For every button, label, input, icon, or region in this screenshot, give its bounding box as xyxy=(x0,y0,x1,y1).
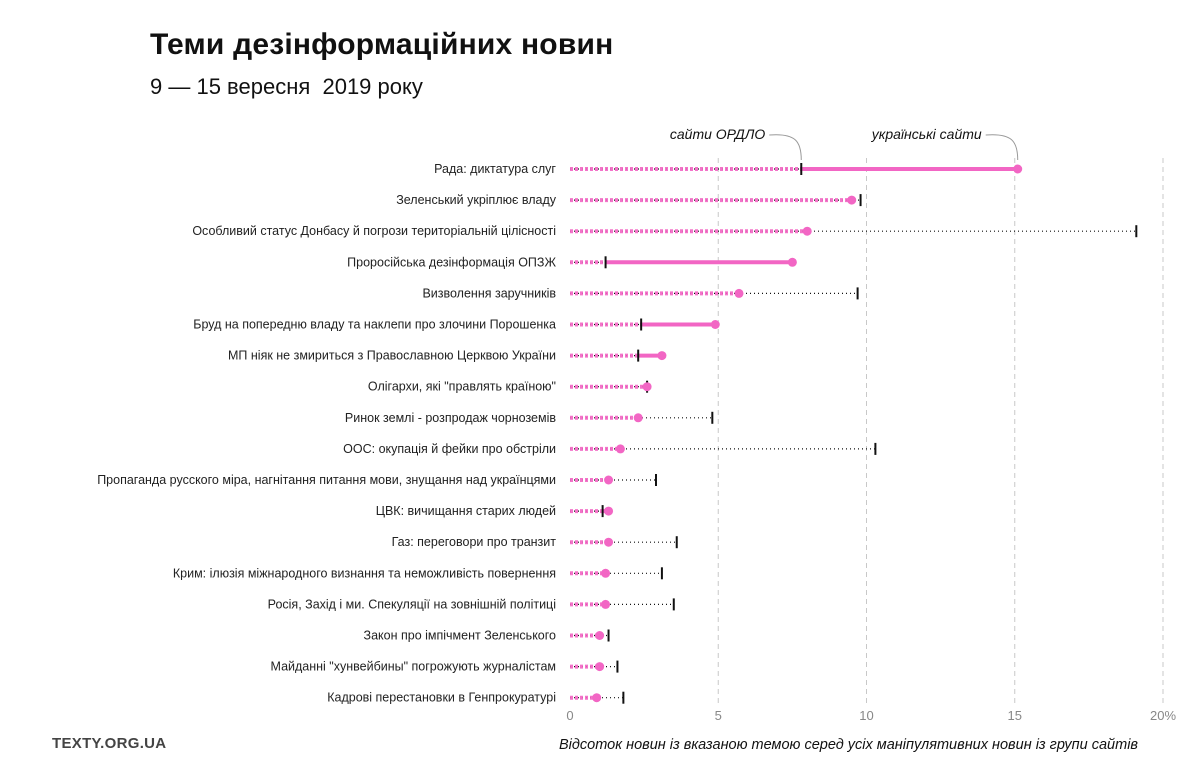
x-axis-ticks: 0 5 10 15 20% xyxy=(566,708,1176,723)
annotations: сайти ОРДЛО українські сайти xyxy=(670,126,1019,161)
ukrainian-marker xyxy=(604,506,614,516)
category-label: Газ: переговори про транзит xyxy=(392,535,557,549)
series-annotation: сайти ОРДЛО xyxy=(670,126,765,142)
category-label: Майданні "хунвейбины" погрожують журналі… xyxy=(271,660,556,674)
category-label: ООС: окупація й фейки про обстріли xyxy=(343,442,556,456)
category-label: Бруд на попередню владу та наклепи про з… xyxy=(193,318,556,332)
x-axis-footnote: Відсоток новин із вказаною темою серед у… xyxy=(559,737,1138,753)
category-label: Олігархи, які "правлять країною" xyxy=(368,380,556,394)
x-tick-label: 0 xyxy=(566,708,573,723)
chart-row: Зеленський укріплює владу xyxy=(396,193,862,207)
chart-row: Майданні "хунвейбины" погрожують журналі… xyxy=(271,660,619,674)
ukrainian-marker xyxy=(604,475,614,485)
grid-layer xyxy=(717,158,1164,704)
chart-row: Рада: диктатура слуг xyxy=(434,162,1023,176)
annotation-leader xyxy=(769,134,802,161)
ukrainian-marker xyxy=(734,288,744,298)
chart-row: ООС: окупація й фейки про обстріли xyxy=(343,442,877,456)
ukrainian-marker xyxy=(787,257,797,267)
x-tick-label: 20% xyxy=(1150,708,1176,723)
rows-layer: Рада: диктатура слуг Зеленський укріплює … xyxy=(97,162,1138,705)
category-label: Закон про імпічмент Зеленського xyxy=(364,629,557,643)
ukrainian-marker xyxy=(592,693,602,703)
x-tick-label: 10 xyxy=(859,708,873,723)
chart-row: Бруд на попередню владу та наклепи про з… xyxy=(193,318,720,332)
category-label: Кадрові перестановки в Генпрокуратурі xyxy=(327,691,556,705)
chart-row: Закон про імпічмент Зеленського xyxy=(364,629,610,643)
chart-row: Особливий статус Донбасу й погрози терит… xyxy=(192,224,1138,238)
category-label: Ринок землі - розпродаж чорноземів xyxy=(345,411,556,425)
ukrainian-marker xyxy=(642,382,652,392)
category-label: Визволення заручників xyxy=(422,286,556,300)
ukrainian-marker xyxy=(604,537,614,547)
ukrainian-marker xyxy=(657,351,667,361)
chart-row: Ринок землі - розпродаж чорноземів xyxy=(345,411,714,425)
page-title: Теми дезінформаційних новин xyxy=(150,28,614,61)
ukrainian-marker xyxy=(601,568,611,578)
ukrainian-marker xyxy=(847,195,857,205)
chart-row: Проросійська дезінформація ОПЗЖ xyxy=(347,255,797,269)
category-label: Пропаганда русского міра, нагнітання пит… xyxy=(97,473,556,487)
brand-logo: TEXTY.ORG.UA xyxy=(52,735,167,752)
category-label: Особливий статус Донбасу й погрози терит… xyxy=(192,224,556,238)
category-label: ЦВК: вичищання старих людей xyxy=(376,504,556,518)
ukrainian-marker xyxy=(710,320,720,329)
ukrainian-marker xyxy=(601,599,611,609)
page-subtitle: 9 — 15 вересня 2019 року xyxy=(150,74,423,99)
chart-row: ЦВК: вичищання старих людей xyxy=(376,504,614,518)
chart-row: Росія, Захід і ми. Спекуляції на зовнішн… xyxy=(268,597,675,611)
chart-row: Визволення заручників xyxy=(422,286,859,300)
chart-row: Крим: ілюзія міжнародного визнання та не… xyxy=(173,566,663,580)
category-label: Рада: диктатура слуг xyxy=(434,162,556,176)
x-tick-label: 5 xyxy=(715,708,722,723)
ukrainian-marker xyxy=(595,662,605,672)
annotation-leader xyxy=(985,134,1019,161)
ukrainian-marker xyxy=(1013,164,1023,174)
ukrainian-marker xyxy=(615,444,625,454)
category-label: Росія, Захід і ми. Спекуляції на зовнішн… xyxy=(268,597,556,611)
series-annotation: українські сайти xyxy=(871,126,982,142)
ukrainian-marker xyxy=(633,413,643,423)
category-label: МП ніяк не змириться з Православною Церк… xyxy=(228,349,556,363)
category-label: Зеленський укріплює владу xyxy=(396,193,557,207)
chart-row: МП ніяк не змириться з Православною Церк… xyxy=(228,349,667,363)
chart-row: Олігархи, які "правлять країною" xyxy=(368,380,652,394)
chart-row: Газ: переговори про транзит xyxy=(392,535,678,549)
category-label: Проросійська дезінформація ОПЗЖ xyxy=(347,255,556,269)
chart-row: Кадрові перестановки в Генпрокуратурі xyxy=(327,691,625,705)
chart-row: Пропаганда русского міра, нагнітання пит… xyxy=(97,473,657,487)
category-label: Крим: ілюзія міжнародного визнання та не… xyxy=(173,566,556,580)
ukrainian-marker xyxy=(595,631,605,640)
x-tick-label: 15 xyxy=(1008,708,1022,723)
ukrainian-marker xyxy=(802,226,812,236)
